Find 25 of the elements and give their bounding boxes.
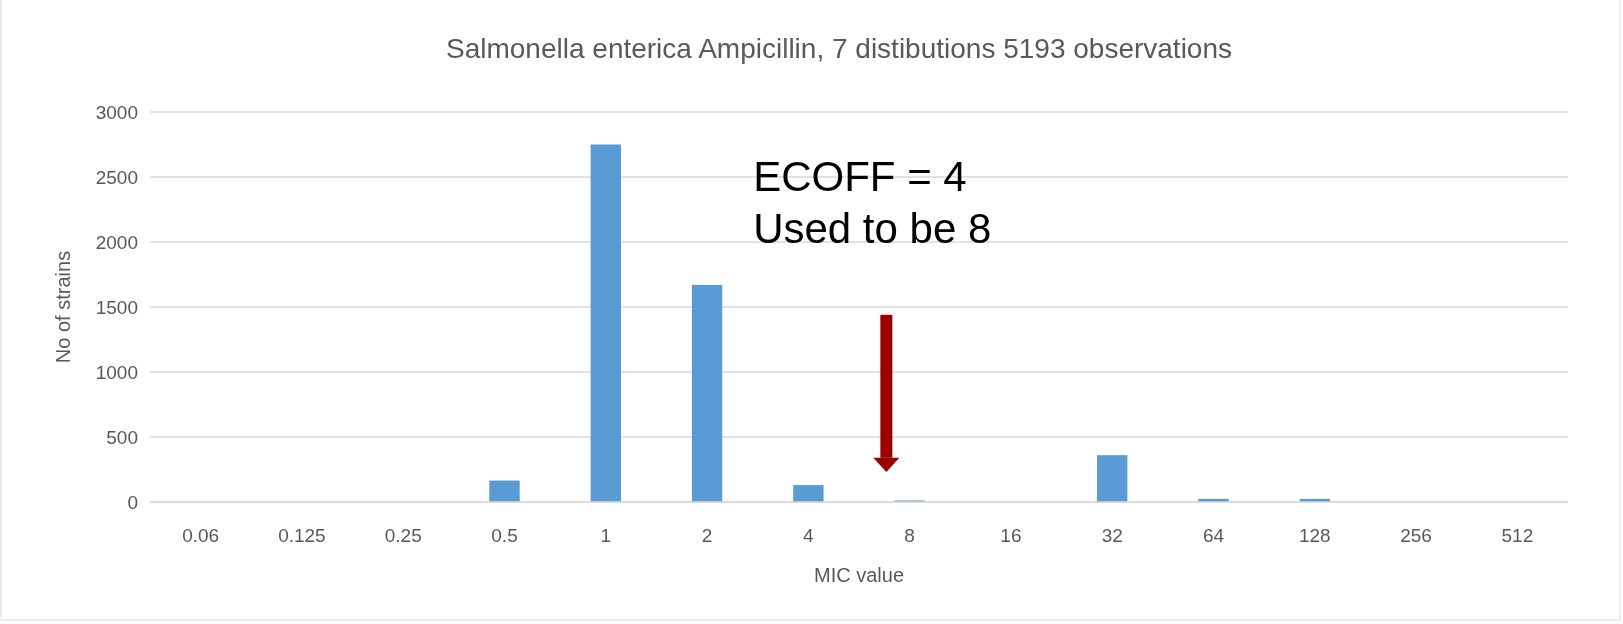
y-tick-label: 1000: [95, 361, 138, 383]
x-tick-label: 0.06: [182, 525, 220, 546]
x-tick-label: 4: [803, 525, 815, 546]
y-tick-label: 3000: [95, 101, 138, 123]
x-tick-label: 512: [1501, 525, 1534, 546]
x-tick-label: 256: [1400, 525, 1432, 546]
y-tick-label: 2000: [95, 231, 138, 253]
x-tick-label: 0.25: [384, 525, 422, 546]
x-tick-label: 1: [600, 525, 612, 546]
x-tick-label: 16: [1000, 525, 1022, 546]
x-tick-label: 0.125: [278, 525, 326, 546]
x-tick-label: 0.5: [491, 525, 518, 546]
x-axis-title: MIC value: [813, 564, 905, 586]
chart-title: Salmonella enterica Ampicillin, 7 distibutions 5193 observations: [446, 33, 1232, 64]
x-tick-label: 128: [1298, 525, 1331, 546]
x-tick-label: 64: [1202, 525, 1225, 546]
x-tick-label: 32: [1101, 525, 1123, 546]
y-tick-label: 2500: [95, 166, 138, 188]
y-tick-label: 1500: [95, 296, 138, 318]
y-axis-title: No of strains: [52, 250, 74, 364]
x-tick-label: 2: [701, 525, 713, 546]
annotation: ECOFF = 4 Used to be 8: [753, 153, 992, 253]
y-tick-label: 500: [106, 426, 138, 448]
y-tick-label: 0: [127, 491, 138, 513]
x-tick-label: 8: [904, 525, 915, 546]
